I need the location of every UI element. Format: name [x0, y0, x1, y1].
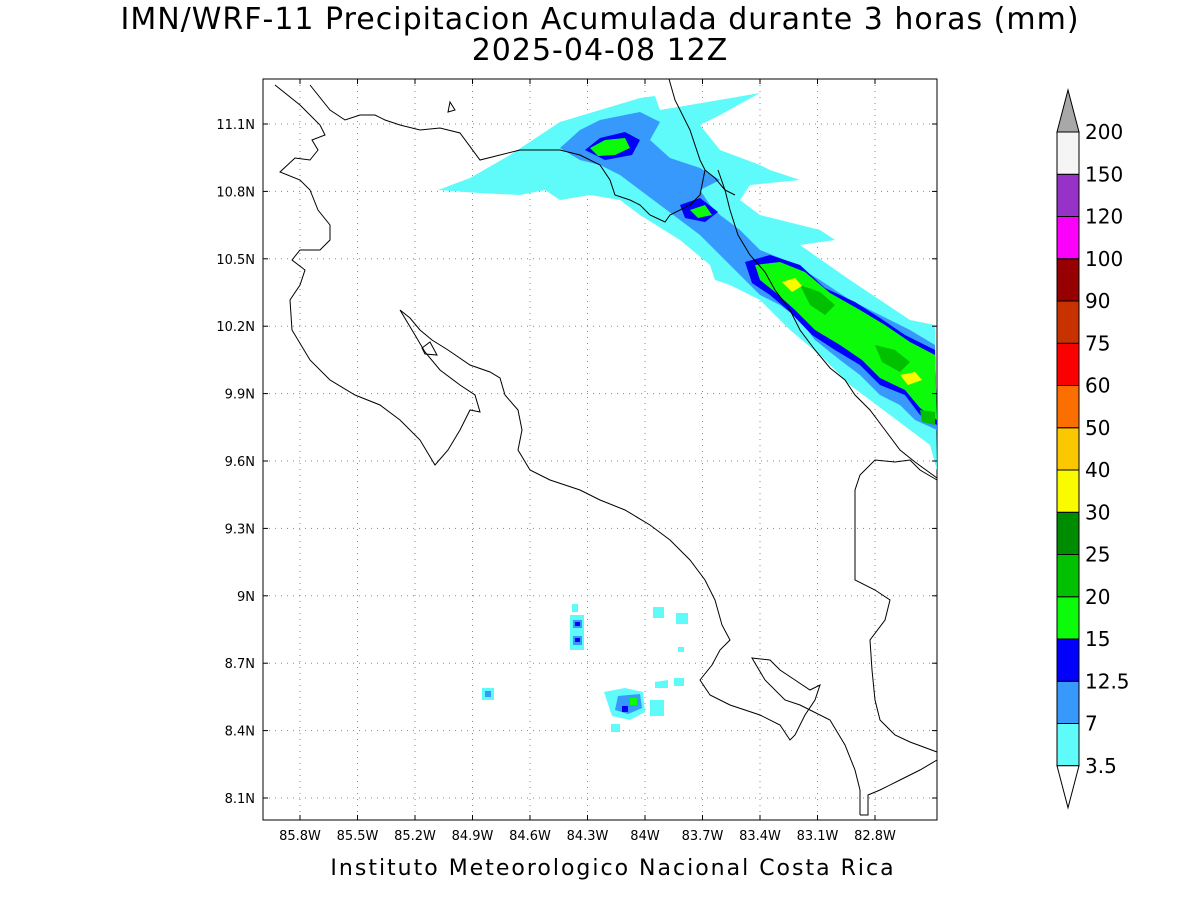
colorbar-level-label: 30	[1085, 500, 1110, 524]
y-tick-label: 10.8N	[216, 185, 255, 200]
colorbar-level-label: 60	[1085, 374, 1110, 398]
y-tick-label: 10.2N	[216, 320, 255, 335]
x-tick-label: 84.9W	[452, 829, 494, 844]
precip-cell-15	[630, 698, 637, 705]
axis-ticks: 85.8W 85.5W 85.2W 84.9W 84.6W 84.3W 84W 83.7W 83…	[216, 79, 937, 844]
colorbar-swatch	[1056, 427, 1080, 471]
y-tick-label: 11.1N	[216, 118, 255, 133]
grid-lines	[263, 79, 937, 820]
colorbar-level-label: 150	[1085, 162, 1123, 186]
y-tick-label: 8.1N	[225, 792, 255, 807]
precip-cell-7	[485, 620, 642, 714]
x-tick-label: 84.3W	[567, 829, 609, 844]
x-tick-label: 82.8W	[854, 829, 896, 844]
x-tick-label: 85.8W	[279, 829, 321, 844]
colorbar-level-label: 90	[1085, 289, 1110, 313]
colorbar-legend: 3.5 7 12.5 15 20 25 30 40 50 60 75 90 100 120 150 200	[1056, 88, 1130, 810]
precip-band-3.5	[438, 93, 937, 470]
precip-band-20	[800, 285, 935, 425]
precipitation-field	[438, 93, 937, 732]
y-tick-label: 10.5N	[216, 253, 255, 268]
colorbar-swatch	[1056, 131, 1080, 175]
colorbar-level-label: 120	[1085, 205, 1123, 229]
colorbar-swatch	[1056, 723, 1080, 767]
colorbar-level-label: 25	[1085, 543, 1110, 567]
y-tick-label: 9.9N	[225, 388, 255, 403]
colorbar-level-label: 40	[1085, 458, 1110, 482]
map-date-subtitle: 2025-04-08 12Z	[471, 33, 729, 68]
institution-footer: Instituto Meteorologico Nacional Costa R…	[330, 856, 896, 881]
x-tick-label: 83.7W	[682, 829, 724, 844]
colorbar-level-label: 7	[1085, 712, 1098, 736]
y-tick-label: 9.6N	[225, 455, 255, 470]
colorbar-level-label: 15	[1085, 627, 1110, 651]
colorbar-lower-arrow	[1056, 765, 1080, 810]
colorbar-swatch	[1056, 300, 1080, 344]
colorbar-swatch	[1056, 680, 1080, 724]
x-tick-label: 85.5W	[337, 829, 379, 844]
colorbar-swatch	[1056, 554, 1080, 598]
y-tick-label: 9N	[237, 590, 255, 605]
colorbar-swatch	[1056, 385, 1080, 429]
colorbar-level-label: 20	[1085, 585, 1110, 609]
y-tick-label: 9.3N	[225, 522, 255, 537]
precip-band-30	[782, 278, 922, 385]
colorbar-swatch	[1056, 173, 1080, 217]
colorbar-swatch	[1056, 638, 1080, 682]
colorbar-swatch	[1056, 258, 1080, 302]
x-tick-label: 85.2W	[394, 829, 436, 844]
x-tick-label: 83.4W	[739, 829, 781, 844]
map-frame	[262, 78, 938, 821]
colorbar-swatch	[1056, 342, 1080, 386]
y-tick-label: 8.7N	[225, 657, 255, 672]
colorbar-level-label: 3.5	[1085, 754, 1117, 778]
y-tick-label: 8.4N	[225, 725, 255, 740]
colorbar-swatch	[1056, 469, 1080, 513]
colorbar-level-label: 100	[1085, 247, 1123, 271]
colorbar-level-label: 12.5	[1085, 669, 1130, 693]
x-tick-label: 84.6W	[509, 829, 551, 844]
coastline	[274, 78, 938, 816]
colorbar-level-label: 75	[1085, 331, 1110, 355]
x-tick-label: 83.1W	[797, 829, 839, 844]
x-tick-label: 84W	[630, 829, 660, 844]
map-title: IMN/WRF-11 Precipitacion Acumulada duran…	[120, 2, 1080, 37]
colorbar-swatch	[1056, 596, 1080, 640]
colorbar-swatch	[1056, 511, 1080, 555]
colorbar-level-label: 200	[1085, 120, 1123, 144]
colorbar-level-label: 50	[1085, 416, 1110, 440]
colorbar-upper-arrow	[1056, 88, 1080, 133]
precip-band-15	[590, 138, 937, 420]
colorbar-swatch	[1056, 216, 1080, 260]
